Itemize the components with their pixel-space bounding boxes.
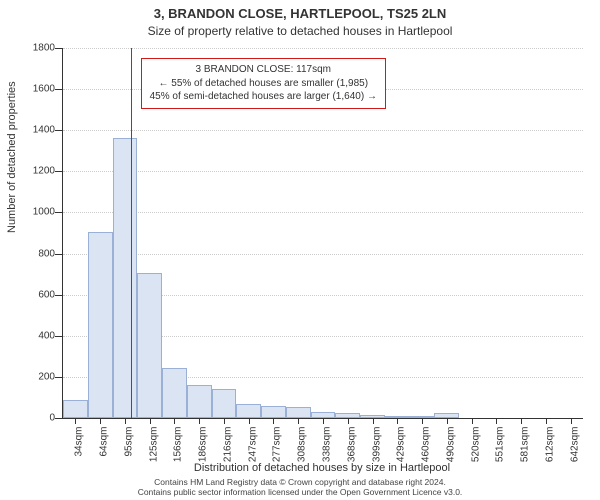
y-tick [55, 254, 62, 255]
chart-title: 3, BRANDON CLOSE, HARTLEPOOL, TS25 2LN [0, 0, 600, 22]
x-tick [472, 418, 473, 424]
y-tick [55, 171, 62, 172]
x-tick [571, 418, 572, 424]
x-tick-label: 612sqm [544, 427, 555, 463]
histogram-bar [137, 273, 162, 418]
x-tick-label: 95sqm [123, 427, 134, 457]
y-tick [55, 295, 62, 296]
histogram-bar [212, 389, 237, 418]
x-tick [298, 418, 299, 424]
y-tick-label: 1000 [15, 207, 55, 218]
y-tick-label: 200 [15, 371, 55, 382]
histogram-bar [63, 400, 88, 419]
histogram-bar [236, 404, 261, 418]
x-tick [447, 418, 448, 424]
x-tick-label: 429sqm [396, 427, 407, 463]
histogram-bar [162, 368, 187, 418]
grid-line [63, 48, 583, 49]
x-tick-label: 156sqm [173, 427, 184, 463]
x-tick [496, 418, 497, 424]
histogram-bar [187, 385, 212, 418]
property-callout: 3 BRANDON CLOSE: 117sqm← 55% of detached… [141, 58, 386, 109]
y-tick-label: 1600 [15, 84, 55, 95]
x-tick-label: 247sqm [247, 427, 258, 463]
grid-line [63, 171, 583, 172]
y-tick [55, 130, 62, 131]
y-tick-label: 400 [15, 330, 55, 341]
x-tick-label: 125sqm [148, 427, 159, 463]
x-axis-title: Distribution of detached houses by size … [62, 462, 582, 474]
y-tick [55, 89, 62, 90]
property-marker-line [131, 48, 132, 418]
x-tick-label: 520sqm [470, 427, 481, 463]
y-tick-label: 1200 [15, 166, 55, 177]
chart-plot-area: 02004006008001000120014001600180034sqm64… [62, 48, 583, 419]
x-tick [521, 418, 522, 424]
x-tick-label: 338sqm [322, 427, 333, 463]
x-tick-label: 460sqm [421, 427, 432, 463]
x-tick [224, 418, 225, 424]
x-tick-label: 216sqm [222, 427, 233, 463]
x-tick-label: 186sqm [198, 427, 209, 463]
x-tick-label: 368sqm [346, 427, 357, 463]
callout-line-3: 45% of semi-detached houses are larger (… [150, 90, 377, 104]
grid-line [63, 212, 583, 213]
x-tick-label: 34sqm [74, 427, 85, 457]
x-tick-label: 277sqm [272, 427, 283, 463]
callout-line-2: ← 55% of detached houses are smaller (1,… [150, 77, 377, 91]
attribution-text: Contains HM Land Registry data © Crown c… [0, 477, 600, 498]
histogram-bar [113, 138, 138, 418]
x-tick [150, 418, 151, 424]
y-tick [55, 336, 62, 337]
x-tick-label: 308sqm [297, 427, 308, 463]
callout-line-1: 3 BRANDON CLOSE: 117sqm [150, 63, 377, 77]
grid-line [63, 254, 583, 255]
grid-line [63, 130, 583, 131]
histogram-bar [286, 407, 311, 418]
y-tick [55, 418, 62, 419]
y-tick-label: 1400 [15, 125, 55, 136]
y-tick [55, 377, 62, 378]
x-tick-label: 581sqm [520, 427, 531, 463]
y-tick-label: 800 [15, 248, 55, 259]
x-tick-label: 64sqm [99, 427, 110, 457]
x-tick [323, 418, 324, 424]
y-tick-label: 1800 [15, 43, 55, 54]
histogram-bar [88, 232, 113, 418]
x-tick-label: 490sqm [445, 427, 456, 463]
x-tick [273, 418, 274, 424]
y-tick-label: 0 [15, 413, 55, 424]
histogram-bar [261, 406, 286, 418]
x-tick [249, 418, 250, 424]
x-tick [100, 418, 101, 424]
attribution-line-1: Contains HM Land Registry data © Crown c… [0, 477, 600, 488]
x-tick-label: 399sqm [371, 427, 382, 463]
y-tick-label: 600 [15, 289, 55, 300]
y-tick [55, 48, 62, 49]
attribution-line-2: Contains public sector information licen… [0, 487, 600, 498]
x-tick [546, 418, 547, 424]
x-tick [422, 418, 423, 424]
x-tick [373, 418, 374, 424]
x-tick [125, 418, 126, 424]
x-tick-label: 642sqm [569, 427, 580, 463]
x-tick [75, 418, 76, 424]
chart-subtitle: Size of property relative to detached ho… [0, 22, 600, 38]
x-tick-label: 551sqm [495, 427, 506, 463]
x-tick [174, 418, 175, 424]
x-tick [199, 418, 200, 424]
x-tick [348, 418, 349, 424]
y-tick [55, 212, 62, 213]
x-tick [397, 418, 398, 424]
